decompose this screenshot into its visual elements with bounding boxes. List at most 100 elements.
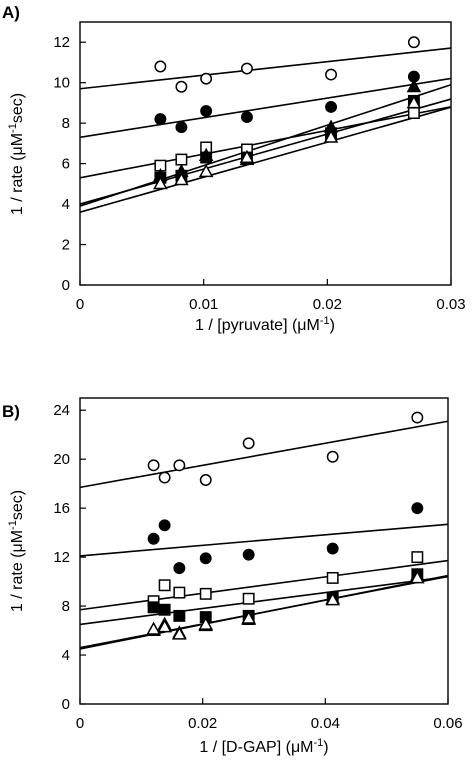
panel-a-x-tick-label: 0.02 bbox=[313, 296, 342, 313]
panel-a-point-open-circle bbox=[407, 36, 420, 49]
panel-a-y-tick-label: 12 bbox=[53, 34, 70, 51]
panel-b-x-axis-label: 1 / [D-GAP] (μM-1) bbox=[199, 737, 328, 756]
panel-b-point-filled-circle bbox=[158, 519, 171, 532]
panel-b-point-open-triangle bbox=[198, 616, 214, 630]
panel-a-label: A) bbox=[2, 3, 20, 22]
panel-a-y-tick-label: 2 bbox=[62, 237, 70, 254]
panel-b-point-open-circle bbox=[242, 437, 255, 450]
panel-a-y-tick-label: 6 bbox=[62, 156, 70, 173]
panel-a-point-open-circle bbox=[200, 72, 213, 85]
panel-a-y-axis-label: 1 / rate (μM-1sec) bbox=[7, 93, 26, 215]
panel-b-series-open-triangle bbox=[146, 570, 425, 640]
panel-a-series-filled-circle bbox=[154, 70, 420, 134]
panel-b-plot-frame bbox=[79, 397, 449, 705]
panel-a-fit-line-filled-triangle bbox=[79, 83, 452, 207]
panel-b-series-filled-circle bbox=[147, 502, 424, 575]
panel-b-point-open-square bbox=[199, 587, 212, 600]
panel-a-point-open-square bbox=[407, 107, 420, 119]
panel-a-point-filled-circle bbox=[154, 113, 167, 126]
panel-a-point-open-circle bbox=[325, 68, 337, 81]
panel-b-point-open-circle bbox=[411, 411, 424, 424]
panel-b-point-open-circle bbox=[173, 459, 186, 472]
panel-b-point-open-square bbox=[411, 551, 424, 564]
panel-b-point-open-square bbox=[158, 579, 171, 592]
panel-b-series-open-square bbox=[147, 551, 424, 608]
panel-b-x-tick-label: 0 bbox=[76, 715, 84, 732]
panel-b-point-open-circle bbox=[158, 471, 171, 484]
panel-b-fit-line-filled-square bbox=[79, 575, 449, 626]
panel-b-x-tick-label: 0.02 bbox=[188, 715, 217, 732]
panel-a-point-open-circle bbox=[154, 60, 167, 73]
panel-b-point-filled-square bbox=[158, 603, 171, 616]
panel-a-ticks: 0 0.01 0.02 0.03 0 2 4 6 8 10 12 bbox=[53, 34, 465, 313]
panel-a-fit-lines bbox=[79, 47, 452, 213]
panel-a-point-open-triangle bbox=[239, 149, 255, 163]
panel-b-x-tick-label: 0.06 bbox=[433, 715, 462, 732]
panel-a-y-tick-label: 8 bbox=[62, 115, 70, 132]
panel-b-label: B) bbox=[2, 402, 20, 421]
panel-a-point-open-square bbox=[175, 153, 188, 166]
panel-a-x-axis-label: 1 / [pyruvate] (μM-1) bbox=[195, 315, 335, 334]
panel-a-fit-line-open-circle bbox=[79, 47, 452, 90]
panel-a-point-filled-circle bbox=[241, 111, 253, 124]
panel-b-point-filled-circle bbox=[199, 552, 212, 565]
panel-b-point-open-triangle bbox=[172, 626, 187, 640]
panel-b-y-tick-label: 0 bbox=[62, 696, 70, 713]
panel-b-point-open-square bbox=[242, 592, 255, 605]
panel-b-fit-line-open-circle bbox=[79, 420, 449, 489]
panel-b-y-tick-label: 24 bbox=[53, 402, 70, 419]
panel-b-point-open-circle bbox=[326, 450, 339, 463]
panel-b-y-tick-label: 16 bbox=[53, 500, 70, 517]
panel-a-point-filled-circle bbox=[200, 105, 213, 117]
panel-b-point-open-square bbox=[173, 586, 186, 599]
panel-b-ticks: 0 0.02 0.04 0.06 0 4 8 12 16 20 24 bbox=[53, 402, 462, 732]
panel-a-plot-frame bbox=[79, 21, 452, 286]
panel-a-data-points bbox=[153, 36, 422, 190]
panel-b-y-tick-label: 20 bbox=[53, 451, 70, 468]
panel-b-point-filled-square bbox=[147, 601, 160, 614]
panel-a-x-tick-label: 0.03 bbox=[436, 296, 465, 313]
panel-b-point-open-triangle bbox=[410, 570, 425, 584]
panel-b-point-filled-circle bbox=[326, 542, 339, 555]
panel-b-point-filled-circle bbox=[147, 532, 160, 545]
panel-b-point-open-triangle bbox=[241, 610, 256, 624]
panel-b-point-filled-circle bbox=[242, 548, 255, 561]
panel-b-y-axis-label: 1 / rate (μM-1sec) bbox=[7, 490, 26, 612]
panel-b-point-open-triangle bbox=[325, 592, 340, 606]
panel-b-series-open-circle bbox=[147, 411, 424, 486]
panel-a-point-open-circle bbox=[175, 80, 188, 93]
panel-a-fit-line-open-square bbox=[79, 105, 452, 179]
panel-a-point-filled-circle bbox=[175, 121, 188, 134]
panel-b-point-open-triangle bbox=[146, 621, 161, 635]
panel-a-series-open-square bbox=[154, 107, 420, 172]
panel-b-point-filled-circle bbox=[411, 502, 424, 515]
panel-b-fit-lines bbox=[79, 420, 449, 650]
panel-a-point-open-triangle bbox=[198, 163, 214, 178]
panel-a-point-filled-triangle bbox=[406, 78, 422, 93]
panel-b-fit-line-open-triangle bbox=[79, 574, 449, 650]
panel-b-point-open-circle bbox=[147, 459, 160, 472]
panel-a-point-filled-circle bbox=[325, 101, 337, 113]
panel-a-series-filled-triangle bbox=[153, 78, 422, 182]
panel-a-y-tick-label: 10 bbox=[53, 75, 70, 92]
panel-b-y-tick-label: 4 bbox=[62, 647, 70, 664]
panel-b: B) 0 0.02 0.04 0.06 0 4 8 12 16 20 24 1 / [D-GAP] … bbox=[2, 397, 463, 756]
panel-b-y-tick-label: 8 bbox=[62, 598, 70, 615]
panel-b-point-filled-circle bbox=[173, 562, 186, 575]
panel-a-fit-line-open-triangle bbox=[79, 106, 452, 213]
panel-a-x-tick-label: 0.01 bbox=[189, 296, 218, 313]
panel-a-point-open-triangle bbox=[174, 172, 189, 186]
panel-a-point-open-circle bbox=[241, 62, 253, 75]
panel-a: A) 0 0.01 0.02 0.03 0 2 4 6 8 10 12 1 / [pyruvate]… bbox=[2, 3, 466, 334]
panel-a-point-open-triangle bbox=[323, 129, 339, 143]
panel-a-point-open-triangle bbox=[153, 176, 168, 190]
panel-a-y-tick-label: 4 bbox=[62, 196, 70, 213]
panel-b-fit-line-filled-circle bbox=[79, 523, 449, 557]
panel-a-fit-line-filled-circle bbox=[79, 77, 452, 139]
panel-b-point-open-square bbox=[326, 571, 339, 584]
panel-b-data-points bbox=[146, 411, 425, 640]
panel-b-point-open-triangle bbox=[157, 619, 172, 633]
panel-a-point-open-triangle bbox=[406, 95, 422, 109]
panel-a-series-open-triangle bbox=[153, 95, 422, 190]
